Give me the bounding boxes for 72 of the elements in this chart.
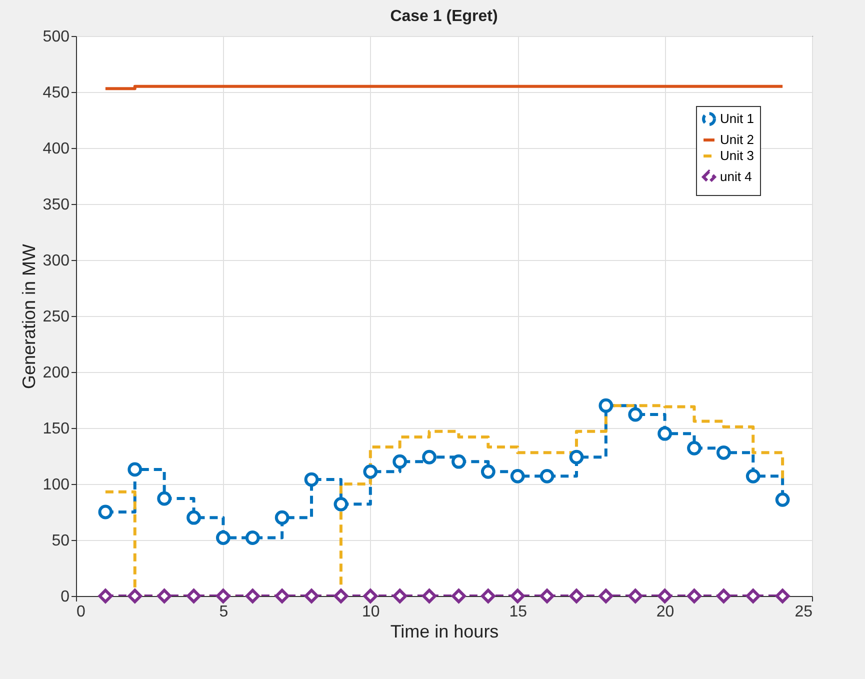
point bbox=[157, 491, 172, 506]
point bbox=[157, 588, 172, 604]
y-tick-label: 450 bbox=[42, 84, 70, 102]
point bbox=[746, 588, 760, 604]
chart-title: Case 1 (Egret) bbox=[390, 8, 498, 25]
point bbox=[422, 588, 436, 604]
y-tick-label: 400 bbox=[42, 140, 70, 158]
point bbox=[687, 588, 702, 604]
point bbox=[746, 468, 760, 484]
point bbox=[422, 450, 436, 464]
y-tick-label: 250 bbox=[42, 308, 70, 326]
y-tick-label: 350 bbox=[42, 196, 70, 214]
point bbox=[363, 588, 378, 604]
point bbox=[128, 588, 142, 604]
y-tick-label: 0 bbox=[60, 588, 70, 606]
point bbox=[216, 588, 230, 604]
point bbox=[658, 588, 672, 604]
x-tick-label: 10 bbox=[362, 604, 380, 620]
x-axis-title: Time in hours bbox=[390, 622, 499, 642]
x-tick-label: 25 bbox=[794, 604, 813, 620]
point bbox=[628, 588, 643, 604]
point bbox=[274, 588, 290, 604]
point bbox=[274, 510, 290, 525]
point bbox=[510, 588, 525, 604]
point bbox=[363, 464, 378, 479]
point bbox=[775, 588, 790, 604]
y-tick-label: 200 bbox=[42, 364, 70, 382]
point bbox=[186, 510, 201, 525]
point bbox=[569, 450, 584, 464]
point bbox=[392, 454, 408, 469]
point bbox=[480, 464, 496, 479]
point bbox=[569, 588, 584, 604]
point bbox=[452, 588, 466, 604]
point bbox=[334, 496, 348, 512]
point bbox=[392, 588, 408, 604]
y-tick-label: 50 bbox=[52, 532, 70, 550]
legend-label: Unit 1 bbox=[720, 111, 754, 126]
point bbox=[658, 426, 672, 441]
y-axis-title: Generation in MW bbox=[18, 244, 39, 390]
x-tick-label: 0 bbox=[76, 604, 86, 620]
point bbox=[245, 530, 260, 545]
point bbox=[216, 530, 230, 545]
point bbox=[452, 454, 466, 469]
y-tick-label: 150 bbox=[42, 420, 70, 438]
point bbox=[598, 398, 614, 413]
point bbox=[480, 588, 496, 604]
y-tick-label: 100 bbox=[42, 476, 70, 494]
y-tick-label: 300 bbox=[42, 252, 70, 270]
x-tick-label: 15 bbox=[509, 604, 528, 620]
point bbox=[334, 588, 348, 604]
legend-label: Unit 3 bbox=[720, 148, 754, 163]
x-tick-label: 5 bbox=[219, 604, 228, 620]
point bbox=[716, 445, 731, 460]
point bbox=[304, 472, 319, 487]
y-tick-label: 500 bbox=[42, 28, 70, 46]
point bbox=[540, 468, 554, 484]
point bbox=[598, 588, 614, 604]
point bbox=[98, 588, 113, 604]
point bbox=[687, 440, 702, 456]
point bbox=[628, 407, 643, 422]
point bbox=[98, 504, 113, 520]
point bbox=[716, 588, 731, 604]
point bbox=[510, 468, 525, 484]
point bbox=[304, 588, 319, 604]
point bbox=[245, 588, 260, 604]
point bbox=[540, 588, 554, 604]
legend-label: unit 4 bbox=[720, 169, 752, 184]
legend-label: Unit 2 bbox=[720, 132, 754, 147]
point bbox=[186, 588, 201, 604]
point bbox=[775, 492, 790, 507]
point bbox=[128, 462, 142, 477]
x-tick-label: 20 bbox=[656, 604, 674, 620]
